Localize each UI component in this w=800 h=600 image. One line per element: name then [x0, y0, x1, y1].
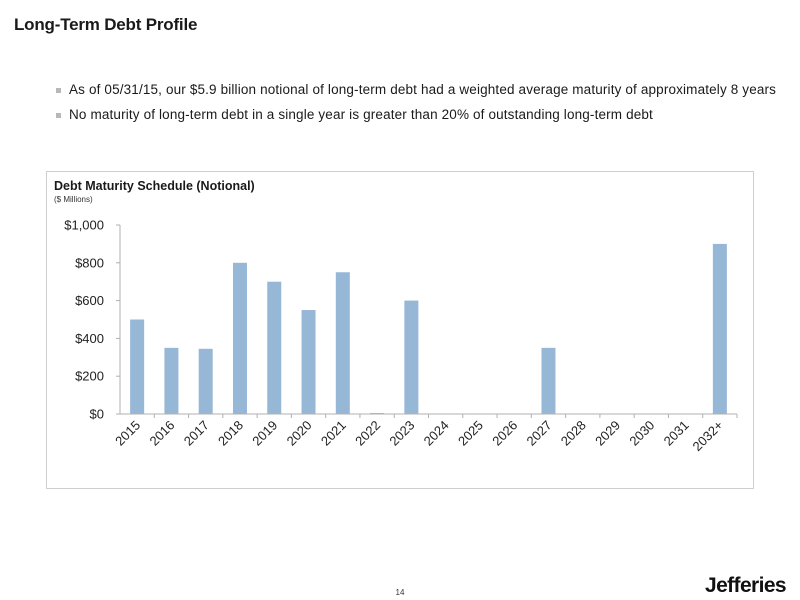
jefferies-logo: Jefferies: [705, 574, 787, 597]
x-tick-label: 2015: [112, 418, 143, 449]
bullet-text: No maturity of long-term debt in a singl…: [69, 107, 653, 122]
x-tick-label: 2024: [421, 418, 452, 449]
x-tick-label: 2020: [284, 418, 315, 449]
bullet-text: As of 05/31/15, our $5.9 billion notiona…: [69, 82, 777, 97]
x-tick-label: 2017: [181, 418, 212, 449]
x-tick-label: 2029: [592, 418, 623, 449]
x-tick-label: 2027: [524, 418, 555, 449]
bullet-square-icon: [56, 113, 61, 118]
bullet-item: No maturity of long-term debt in a singl…: [54, 105, 779, 124]
chart-subtitle: ($ Millions): [54, 195, 93, 204]
bar: [541, 347, 556, 414]
x-tick-label: 2021: [318, 418, 349, 449]
y-tick-label: $600: [75, 293, 104, 308]
x-tick-label: 2031: [661, 418, 692, 449]
bar: [198, 348, 213, 414]
x-tick-label: 2026: [489, 418, 520, 449]
bar: [712, 243, 727, 414]
chart-panel: Debt Maturity Schedule (Notional) ($ Mil…: [46, 171, 754, 489]
bar: [335, 272, 350, 414]
x-tick-label: 2032+: [690, 418, 726, 454]
x-tick-label: 2025: [455, 418, 486, 449]
x-tick-label: 2022: [352, 418, 383, 449]
chart-title: Debt Maturity Schedule (Notional): [54, 179, 255, 193]
x-tick-label: 2023: [386, 418, 417, 449]
page-number: 14: [395, 588, 405, 597]
y-tick-label: $200: [75, 369, 104, 384]
x-tick-label: 2018: [215, 418, 246, 449]
bullet-item: As of 05/31/15, our $5.9 billion notiona…: [54, 80, 779, 99]
bar: [130, 319, 145, 414]
y-tick-label: $1,000: [64, 218, 104, 233]
x-tick-label: 2028: [558, 418, 589, 449]
bar: [267, 281, 282, 414]
y-tick-label: $800: [75, 255, 104, 270]
y-tick-label: $0: [90, 407, 104, 422]
x-tick-label: 2019: [249, 418, 280, 449]
bar: [404, 300, 419, 414]
bar-chart: $0 $200 $400 $600 $800 $1,000 2015 2016 2017 2018…: [64, 218, 738, 454]
x-tick-label: 2030: [626, 418, 657, 449]
bullet-square-icon: [56, 88, 61, 93]
bar: [370, 413, 385, 414]
y-tick-label: $400: [75, 331, 104, 346]
bar: [164, 347, 179, 414]
bullet-list: As of 05/31/15, our $5.9 billion notiona…: [54, 80, 779, 130]
x-tick-label: 2016: [146, 418, 177, 449]
page-title: Long-Term Debt Profile: [14, 15, 198, 34]
bar: [301, 310, 316, 414]
bar: [232, 262, 247, 414]
